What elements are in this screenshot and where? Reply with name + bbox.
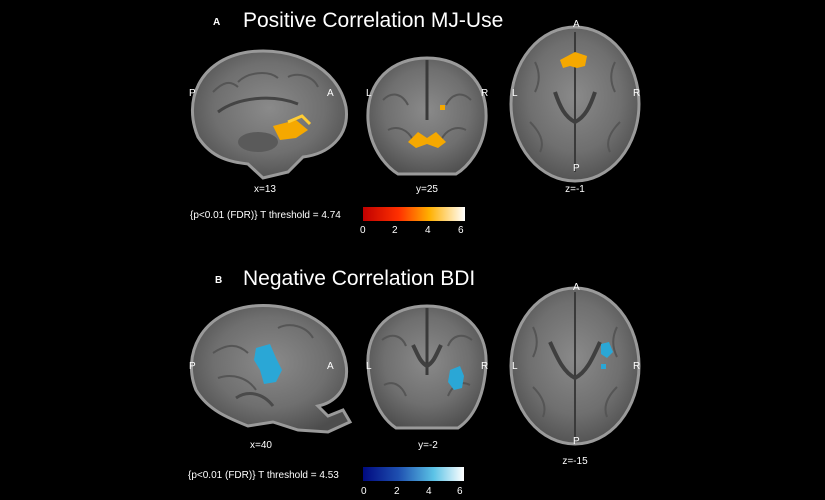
panel-a-axial-slice <box>505 22 645 184</box>
panel-b-colorbar <box>363 467 464 481</box>
panel-a-coronal-label: y=25 <box>416 184 438 195</box>
panel-b-title: Negative Correlation BDI <box>243 267 476 290</box>
panel-a-colorbar <box>363 207 465 221</box>
panel-a-tick-1: 2 <box>392 225 398 236</box>
panel-b-threshold-text: {p<0.01 (FDR)} T threshold = 4.53 <box>188 470 339 481</box>
panel-b-coronal-orient-left: L <box>366 361 372 372</box>
activation-cluster <box>601 342 613 358</box>
panel-b-letter: B <box>215 275 223 286</box>
panel-a-coronal-orient-left: L <box>366 88 372 99</box>
panel-b-axial-orient-top: A <box>573 282 580 293</box>
panel-a-letter: A <box>213 17 221 28</box>
panel-b-axial-orient-right: R <box>633 361 641 372</box>
panel-a-axial-label: z=-1 <box>565 184 585 195</box>
panel-a-title: Positive Correlation MJ-Use <box>243 9 504 32</box>
panel-b-coronal-orient-right: R <box>481 361 489 372</box>
panel-a-coronal-orient-right: R <box>481 88 489 99</box>
panel-a-sagittal-label: x=13 <box>254 184 276 195</box>
panel-b-sagittal-slice <box>178 298 358 436</box>
panel-b-tick-1: 2 <box>394 486 400 497</box>
panel-a-tick-0: 0 <box>360 225 366 236</box>
activation-cluster <box>560 52 587 68</box>
panel-a-axial-orient-top: A <box>573 19 580 30</box>
panel-a-sagittal-slice <box>178 42 352 180</box>
panel-b-axial-slice <box>505 282 645 448</box>
panel-b-sagittal-label: x=40 <box>250 440 272 451</box>
panel-a-sagittal-orient-left: P <box>189 88 196 99</box>
panel-a-axial-orient-right: R <box>633 88 641 99</box>
panel-b-axial-label: z=-15 <box>562 456 588 467</box>
panel-b-coronal-label: y=-2 <box>418 440 438 451</box>
panel-a-threshold-text: {p<0.01 (FDR)} T threshold = 4.74 <box>190 210 341 221</box>
panel-b-coronal-slice <box>358 300 496 434</box>
panel-b-axial-orient-bottom: P <box>573 436 580 447</box>
panel-a-axial-orient-left: L <box>512 88 518 99</box>
activation-cluster <box>254 344 282 384</box>
panel-b-axial-orient-left: L <box>512 361 518 372</box>
panel-b-tick-3: 6 <box>457 486 463 497</box>
activation-cluster <box>408 132 446 148</box>
panel-b-tick-2: 4 <box>426 486 432 497</box>
panel-b-tick-0: 0 <box>361 486 367 497</box>
activation-cluster <box>448 366 464 390</box>
activation-cluster <box>273 120 308 140</box>
panel-a-coronal-slice <box>358 50 496 180</box>
panel-b-sagittal-orient-left: P <box>189 361 196 372</box>
panel-a-sagittal-orient-right: A <box>327 88 334 99</box>
panel-b-sagittal-orient-right: A <box>327 361 334 372</box>
panel-a-axial-orient-bottom: P <box>573 163 580 174</box>
panel-a-tick-3: 6 <box>458 225 464 236</box>
panel-a-tick-2: 4 <box>425 225 431 236</box>
